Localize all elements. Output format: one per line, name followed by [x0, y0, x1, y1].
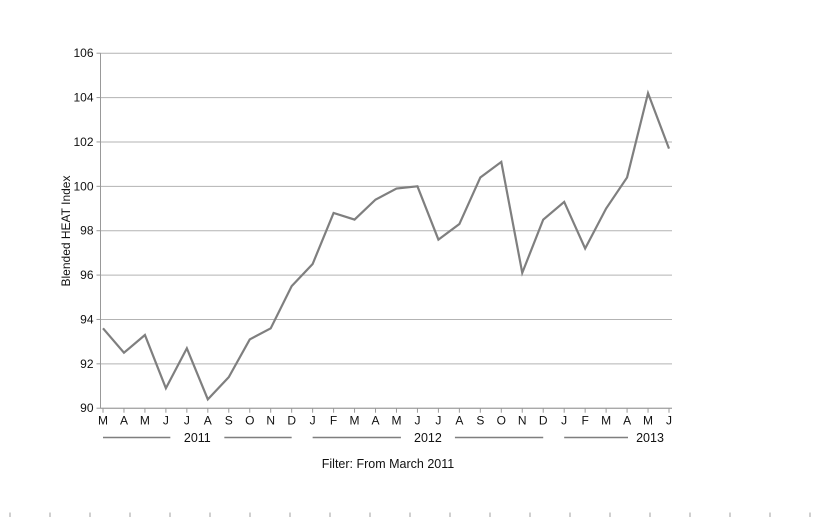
- x-tick-label: J: [666, 414, 672, 428]
- y-tick-label: 98: [80, 224, 94, 238]
- x-tick-label: F: [330, 414, 337, 428]
- x-tick-label: J: [435, 414, 441, 428]
- x-tick-label: A: [372, 414, 380, 428]
- y-tick-label: 100: [73, 179, 93, 193]
- year-label: 2012: [414, 431, 442, 445]
- x-tick-label: N: [518, 414, 527, 428]
- y-tick-label: 106: [73, 46, 93, 60]
- y-tick-label: 102: [73, 135, 93, 149]
- x-tick-label: F: [581, 414, 588, 428]
- x-tick-label: M: [140, 414, 150, 428]
- x-tick-label: S: [476, 414, 484, 428]
- x-tick-label: J: [163, 414, 169, 428]
- x-tick-label: S: [225, 414, 233, 428]
- y-tick-label: 90: [80, 401, 94, 415]
- x-tick-label: O: [497, 414, 506, 428]
- x-tick-label: J: [561, 414, 567, 428]
- x-tick-label: J: [310, 414, 316, 428]
- y-tick-label: 92: [80, 357, 94, 371]
- x-tick-label: M: [391, 414, 401, 428]
- x-tick-label: A: [455, 414, 463, 428]
- x-tick-label: O: [245, 414, 254, 428]
- x-tick-label: J: [184, 414, 190, 428]
- x-tick-label: M: [643, 414, 653, 428]
- y-tick-label: 94: [80, 312, 94, 326]
- y-tick-label: 104: [73, 91, 93, 105]
- x-tick-label: A: [623, 414, 631, 428]
- y-tick-label: 96: [80, 268, 94, 282]
- series-line: [102, 89, 671, 402]
- x-tick-label: J: [414, 414, 420, 428]
- x-tick-label: A: [120, 414, 128, 428]
- year-label: 2013: [636, 431, 664, 445]
- x-tick-label: D: [287, 414, 296, 428]
- filter-note: Filter: From March 2011: [322, 457, 454, 471]
- x-tick-label: M: [98, 414, 108, 428]
- x-tick-label: D: [539, 414, 548, 428]
- x-tick-label: N: [266, 414, 275, 428]
- x-tick-label: M: [601, 414, 611, 428]
- x-tick-label: M: [350, 414, 360, 428]
- year-label: 2011: [184, 431, 211, 445]
- x-tick-label: A: [204, 414, 212, 428]
- y-axis-title: Blended HEAT Index: [59, 176, 73, 287]
